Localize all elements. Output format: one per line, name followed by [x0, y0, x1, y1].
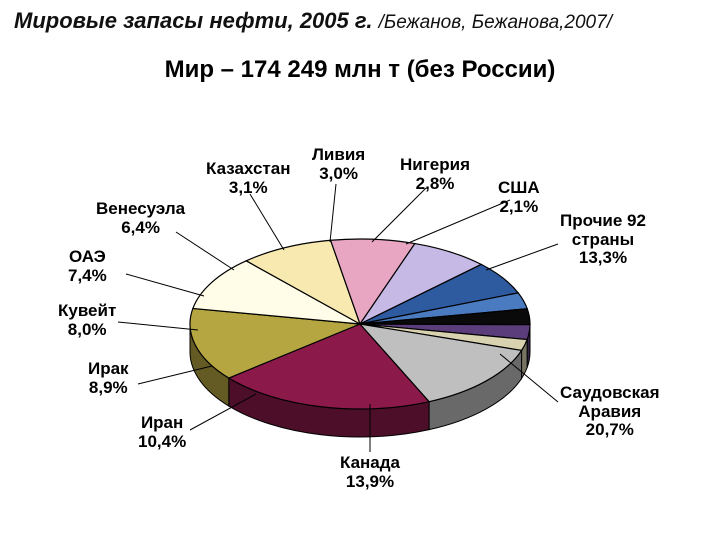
page-title: Мировые запасы нефти, 2005 г. /Бежанов, …	[0, 0, 720, 34]
slice-label: США 2,1%	[498, 179, 540, 216]
leader-line	[126, 274, 204, 296]
slice-label: Ирак 8,9%	[88, 360, 129, 397]
pie-chart: Саудовская Аравия 20,7% Канада 13,9% Иран …	[0, 84, 720, 524]
leader-line	[176, 232, 234, 270]
leader-line	[330, 184, 336, 242]
chart-title: Мир – 174 249 млн т (без России)	[0, 56, 720, 84]
leader-line	[118, 322, 198, 330]
slice-label: Кувейт 8,0%	[58, 302, 116, 339]
slice-label: Иран 10,4%	[138, 414, 186, 451]
leader-line	[486, 244, 558, 270]
slice-label: Саудовская Аравия 20,7%	[560, 384, 660, 440]
slice-label: Казахстан 3,1%	[206, 160, 290, 197]
title-main: Мировые запасы нефти, 2005 г.	[14, 8, 372, 33]
leader-line	[250, 194, 284, 250]
slice-label: Ливия 3,0%	[312, 146, 365, 183]
slice-label: Венесуэла 6,4%	[96, 200, 185, 237]
leader-line	[406, 200, 510, 244]
slice-label: ОАЭ 7,4%	[68, 248, 107, 285]
slice-label: Прочие 92 страны 13,3%	[560, 212, 646, 268]
slice-label: Нигерия 2,8%	[400, 156, 470, 193]
title-source: /Бежанов, Бежанова,2007/	[379, 12, 612, 33]
slice-label: Канада 13,9%	[340, 454, 400, 491]
leader-line	[372, 188, 426, 242]
